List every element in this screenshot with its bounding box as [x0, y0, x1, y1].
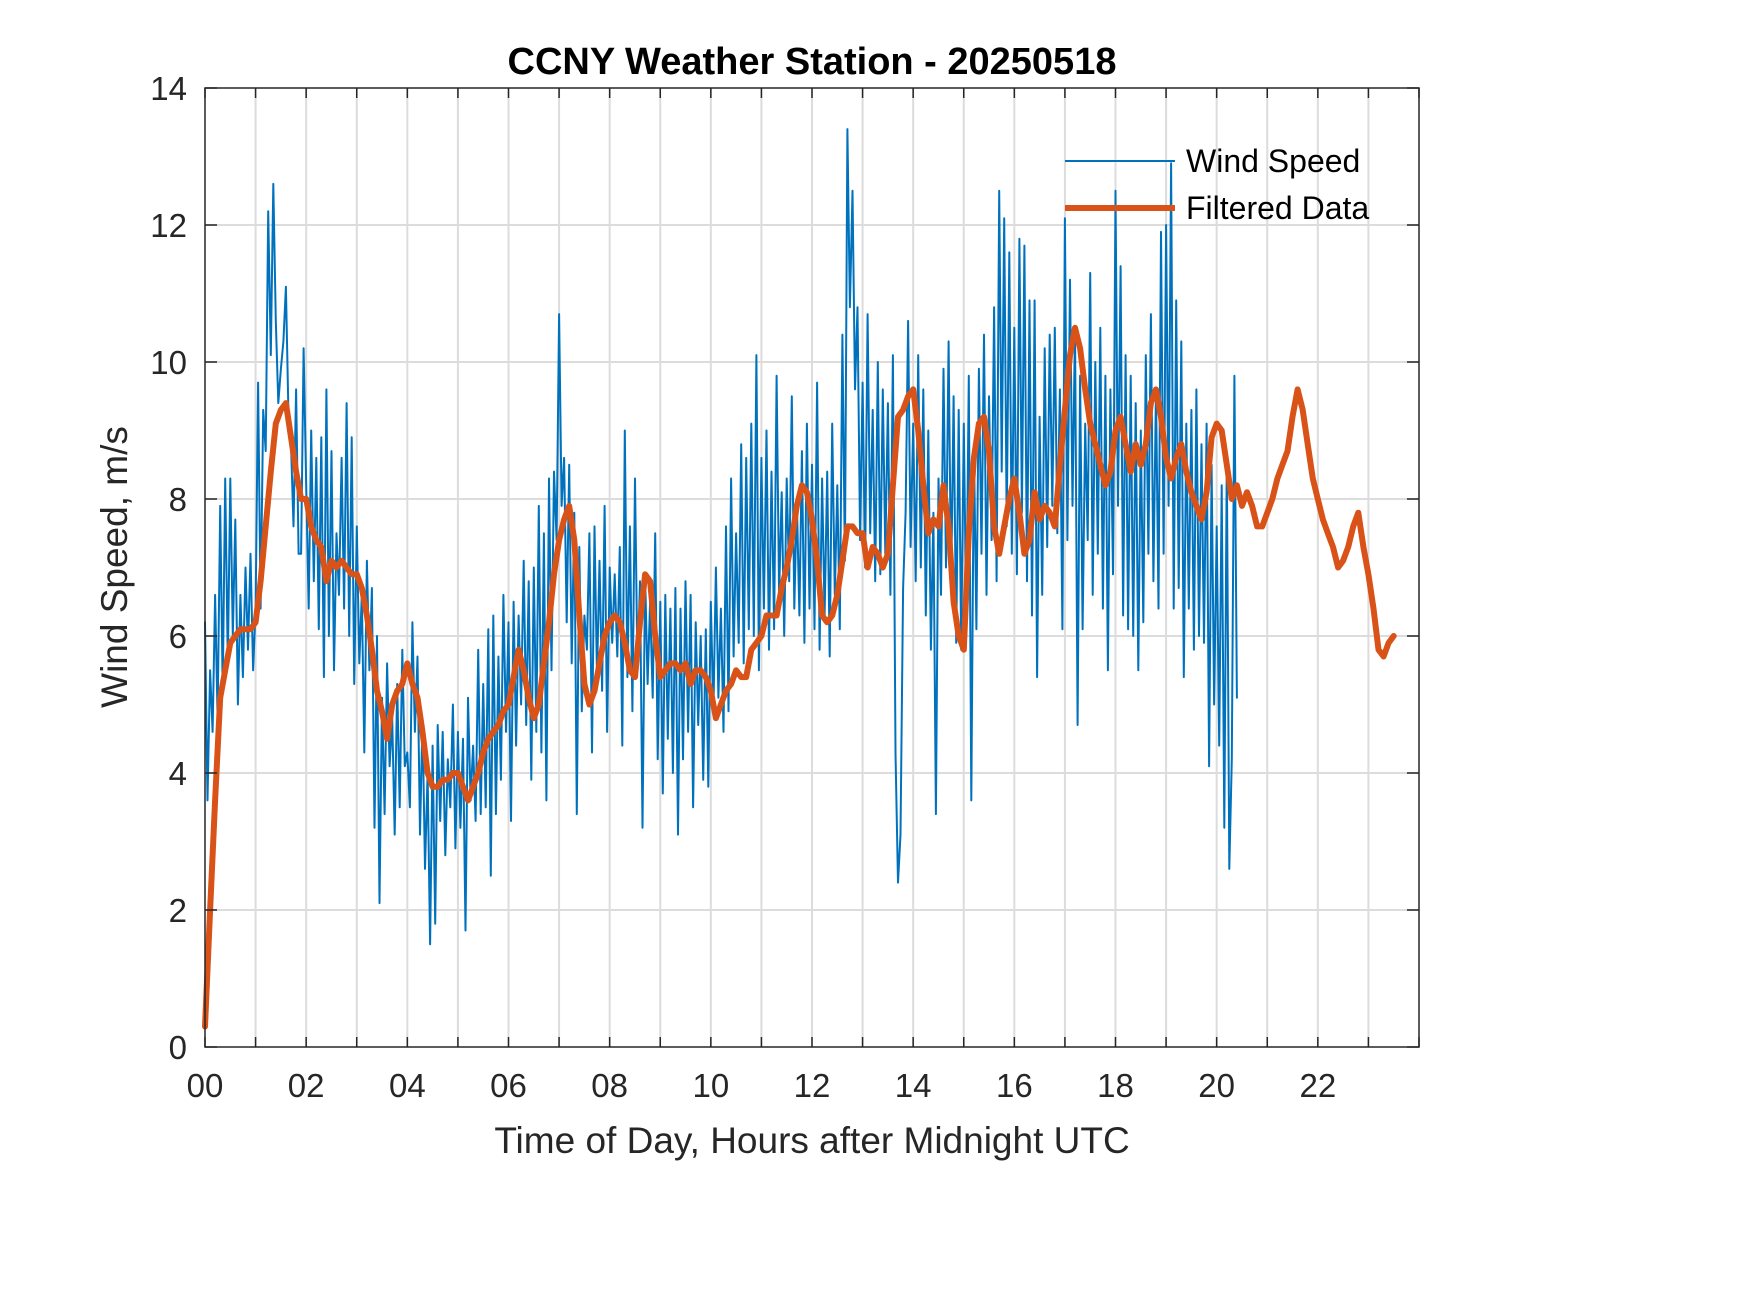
series-line-filtered-data — [202, 324, 1397, 1030]
x-tick-label: 08 — [591, 1067, 628, 1104]
x-tick-label: 06 — [490, 1067, 527, 1104]
y-tick-label: 6 — [169, 618, 187, 655]
y-tick-label: 2 — [169, 892, 187, 929]
y-tick-labels: 0 2 4 6 8 10 12 14 — [150, 70, 187, 1066]
x-tick-label: 02 — [288, 1067, 325, 1104]
y-tick-label: 0 — [169, 1029, 187, 1066]
y-tick-label: 8 — [169, 481, 187, 518]
x-tick-label: 00 — [187, 1067, 224, 1104]
series-layer — [202, 128, 1397, 1030]
ticks — [204, 87, 1420, 1048]
x-tick-label: 14 — [895, 1067, 932, 1104]
x-tick-labels: 00 02 04 06 08 10 12 14 16 18 20 22 — [187, 1067, 1337, 1104]
legend-label-wind-speed: Wind Speed — [1186, 143, 1360, 179]
series-line-wind-speed — [204, 128, 1238, 946]
legend: Wind Speed Filtered Data — [1065, 143, 1369, 226]
x-tick-label: 20 — [1198, 1067, 1235, 1104]
x-tick-label: 22 — [1299, 1067, 1336, 1104]
x-tick-label: 10 — [692, 1067, 729, 1104]
y-tick-label: 14 — [150, 70, 187, 107]
x-tick-label: 16 — [996, 1067, 1033, 1104]
y-tick-label: 12 — [150, 207, 187, 244]
x-axis-label: Time of Day, Hours after Midnight UTC — [494, 1120, 1129, 1161]
x-tick-label: 18 — [1097, 1067, 1134, 1104]
legend-label-filtered-data: Filtered Data — [1186, 190, 1369, 226]
x-tick-label: 12 — [794, 1067, 831, 1104]
y-tick-label: 10 — [150, 344, 187, 381]
y-tick-label: 4 — [169, 755, 187, 792]
y-axis-label: Wind Speed, m/s — [94, 426, 135, 708]
x-tick-label: 04 — [389, 1067, 426, 1104]
chart-title: CCNY Weather Station - 20250518 — [508, 41, 1117, 83]
